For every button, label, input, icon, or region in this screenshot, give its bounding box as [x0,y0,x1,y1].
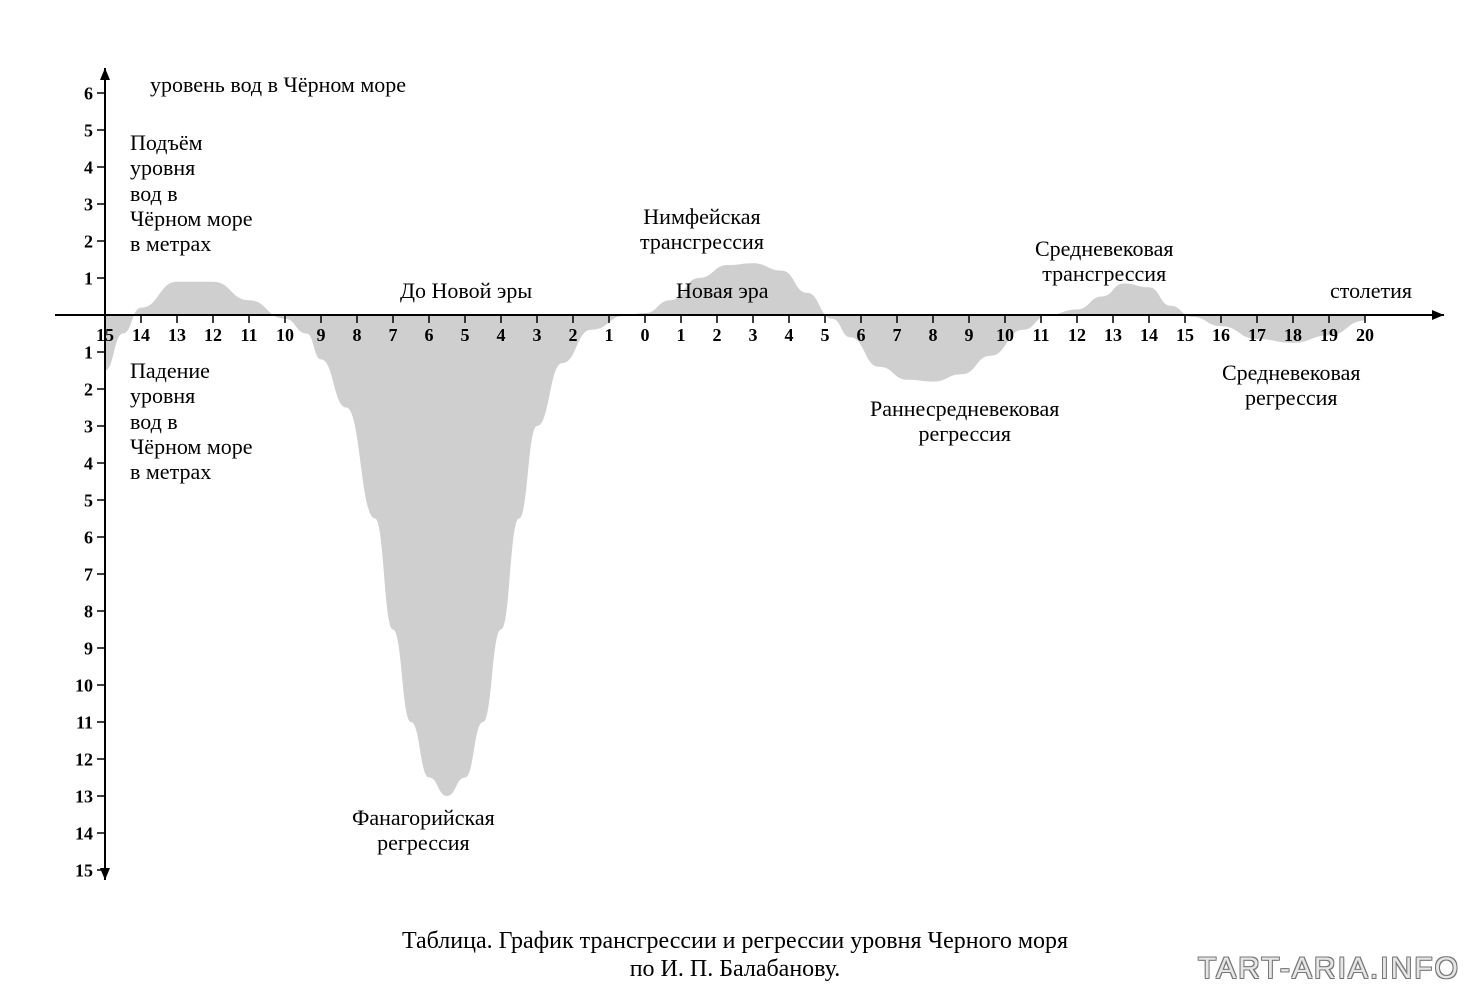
x-tick-label: 15 [1176,325,1194,345]
x-tick-label: 8 [929,325,938,345]
x-tick-label: 0 [641,325,650,345]
y-tick-label: 6 [84,83,93,103]
x-tick-label: 10 [276,325,294,345]
x-tick-label: 14 [132,325,150,345]
y-tick-label: 2 [84,379,93,399]
x-tick-label: 3 [533,325,542,345]
x-tick-label: 11 [240,325,257,345]
x-tick-label: 5 [821,325,830,345]
x-tick-label: 20 [1356,325,1374,345]
y-tick-label: 8 [84,601,93,621]
x-tick-label: 13 [168,325,186,345]
y-tick-label: 5 [84,120,93,140]
watermark: TART-ARIA.INFO [1198,952,1460,986]
chart-title: уровень вод в Чёрном море [150,72,406,97]
x-tick-label: 2 [713,325,722,345]
y-tick-label: 3 [84,416,93,436]
x-tick-label: 5 [461,325,470,345]
y-tick-label: 4 [84,453,93,473]
y-tick-label: 15 [75,860,93,880]
y-down-label-block: Падение уровня вод в Чёрном море в метра… [130,358,253,484]
x-tick-label: 6 [857,325,866,345]
x-tick-label: 4 [785,325,794,345]
x-tick-label: 1 [677,325,686,345]
x-tick-label: 10 [996,325,1014,345]
x-tick-label: 12 [204,325,222,345]
event-med-trans: Средневековая трансгрессия [1035,236,1173,287]
x-tick-label: 9 [317,325,326,345]
y-tick-label: 3 [84,194,93,214]
event-early-med-reg: Раннесредневековая регрессия [870,396,1059,447]
x-tick-label: 9 [965,325,974,345]
y-tick-label: 11 [76,712,93,732]
y-tick-label: 9 [84,638,93,658]
x-tick-label: 11 [1032,325,1049,345]
x-tick-label: 7 [389,325,398,345]
x-tick-label: 14 [1140,325,1158,345]
y-up-arrow-icon [100,68,110,80]
y-tick-label: 10 [75,675,93,695]
x-tick-label: 18 [1284,325,1302,345]
y-tick-label: 12 [75,749,93,769]
x-tick-label: 4 [497,325,506,345]
y-tick-label: 2 [84,231,93,251]
x-tick-label: 12 [1068,325,1086,345]
event-med-reg: Средневековая регрессия [1222,360,1360,411]
y-tick-label: 4 [84,157,93,177]
x-tick-label: 17 [1248,325,1266,345]
y-up-label-block: Подъём уровня вод в Чёрном море в метрах [130,130,253,256]
y-tick-label: 5 [84,490,93,510]
x-tick-label: 8 [353,325,362,345]
x-tick-label: 19 [1320,325,1338,345]
y-tick-label: 13 [75,786,93,806]
event-phanag: Фанагорийская регрессия [352,805,495,856]
y-tick-label: 6 [84,527,93,547]
y-tick-label: 14 [75,823,93,843]
era-bc-label: До Новой эры [400,278,532,303]
x-tick-label: 6 [425,325,434,345]
x-tick-label: 2 [569,325,578,345]
y-tick-label: 1 [84,342,93,362]
caption-line-1: Таблица. График трансгрессии и регрессии… [0,928,1470,955]
x-tick-label: 13 [1104,325,1122,345]
x-tick-label: 15 [96,325,114,345]
era-ad-label: Новая эра [676,278,769,303]
x-tick-label: 16 [1212,325,1230,345]
x-tick-label: 7 [893,325,902,345]
x-tick-label: 3 [749,325,758,345]
y-tick-label: 7 [84,564,93,584]
x-arrow-icon [1432,310,1444,320]
event-nymph: Нимфейская трансгрессия [640,204,764,255]
x-axis-label: столетия [1330,278,1412,303]
x-tick-label: 1 [605,325,614,345]
y-tick-label: 1 [84,268,93,288]
